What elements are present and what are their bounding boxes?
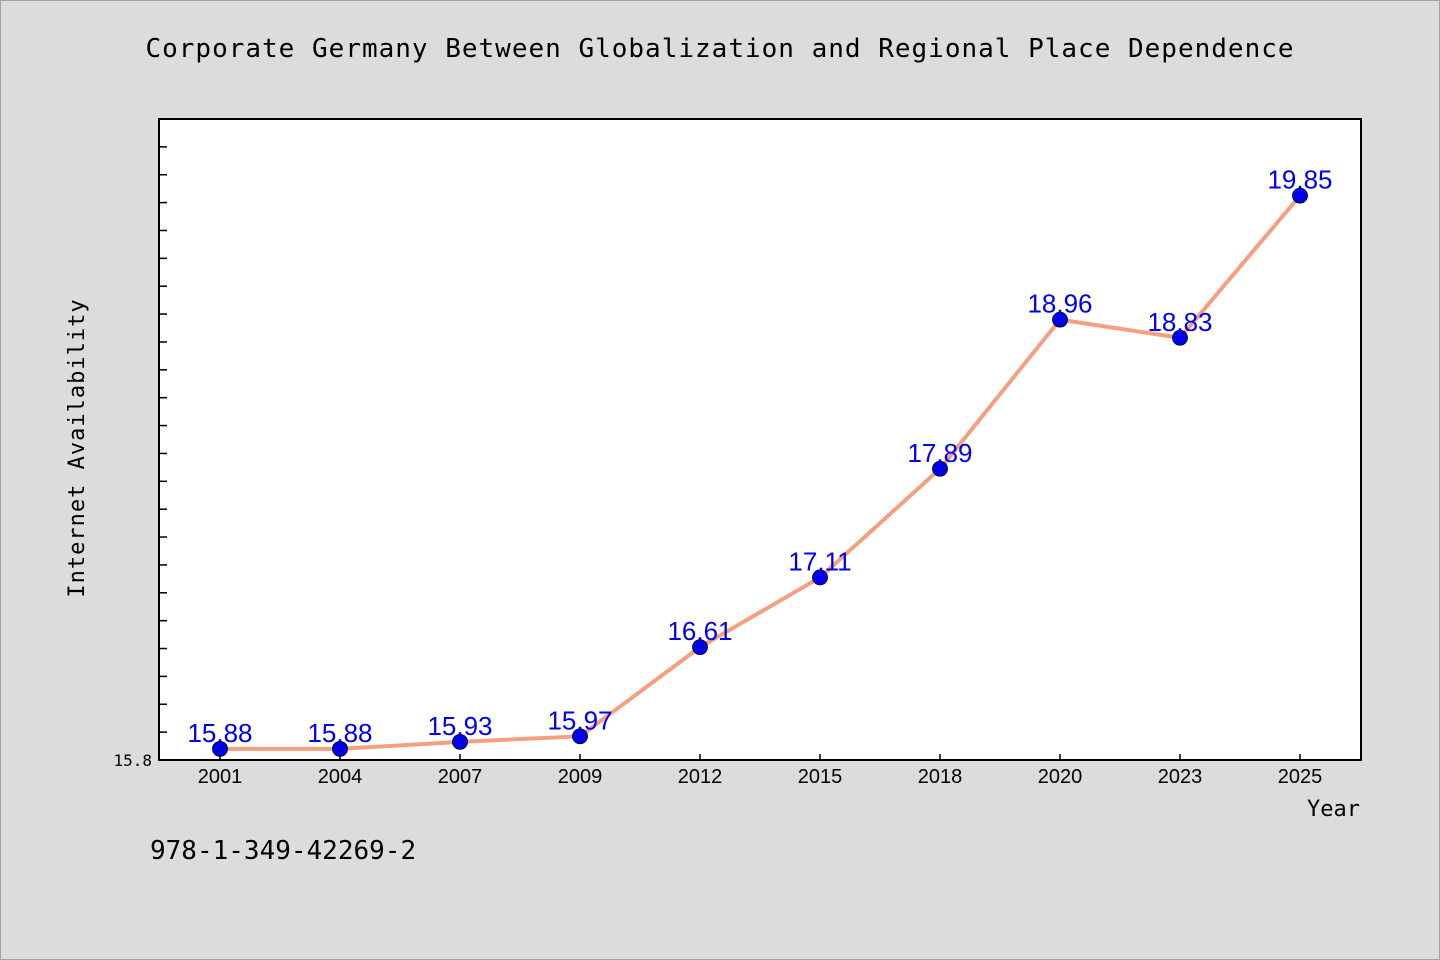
data-label-2020: 18.96 [1027,289,1092,319]
y-tick-label-min: 15.8 [113,751,152,770]
x-tick-label-2009: 2009 [558,766,603,788]
x-tick-label-2018: 2018 [918,766,963,788]
data-markers [212,187,1308,757]
data-point-2001 [212,740,228,757]
x-tick-label-2012: 2012 [678,766,723,788]
data-label-2018: 17.89 [907,438,972,468]
data-label-2015: 17.11 [788,546,851,576]
isbn-text: 978-1-349-42269-2 [150,836,417,866]
data-point-2012 [692,639,708,656]
data-point-2004 [332,740,348,757]
y-axis-title: Internet Availability [65,298,90,597]
x-tick-label-2023: 2023 [1158,766,1203,788]
data-label-2007: 15.93 [427,711,492,741]
data-label-2025: 19.85 [1267,165,1332,195]
x-tick-label-2001: 2001 [198,766,243,788]
plot-area [158,118,1362,761]
data-point-2009 [572,728,588,745]
data-point-2020 [1052,311,1068,328]
data-point-2015 [812,569,828,586]
data-label-2009: 15.97 [547,705,612,735]
data-label-2023: 18.83 [1147,307,1212,337]
data-label-2001: 15.88 [187,718,252,748]
y-minor-ticks [159,118,167,761]
series-line [220,194,1302,751]
x-tick-label-2025: 2025 [1278,766,1323,788]
data-label-2004: 15.88 [307,718,372,748]
data-labels: 15.88 15.88 15.93 15.97 16.61 17.11 17.89 18.96… [187,165,1332,748]
data-point-2007 [452,733,468,750]
data-point-2018 [932,460,948,477]
x-tick-label-2004: 2004 [318,766,363,788]
x-tick-label-2020: 2020 [1038,766,1083,788]
x-tick-label-2007: 2007 [438,766,483,788]
data-label-2012: 16.61 [667,616,732,646]
x-tick-label-2015: 2015 [798,766,843,788]
x-axis: 2001 2004 2007 2009 2012 2015 2018 2020 2023 2025 [198,754,1323,788]
x-axis-title: Year [1307,797,1360,822]
data-point-2023 [1172,329,1188,346]
data-point-2025 [1292,187,1308,204]
chart-title: Corporate Germany Between Globalization … [145,34,1295,64]
